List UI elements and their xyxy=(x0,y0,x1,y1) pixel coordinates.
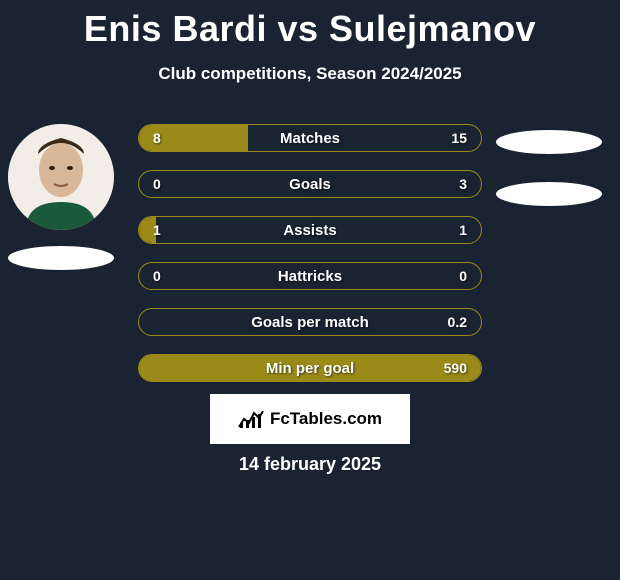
stat-value-right: 3 xyxy=(459,171,467,197)
stat-row: 0Goals3 xyxy=(138,170,482,198)
stat-value-right: 15 xyxy=(451,125,467,151)
stat-row: 8Matches15 xyxy=(138,124,482,152)
date-label: 14 february 2025 xyxy=(0,454,620,475)
stat-label: Matches xyxy=(139,125,481,151)
stats-container: 8Matches150Goals31Assists10Hattricks0Goa… xyxy=(138,124,482,400)
player-right-name-placeholder-1 xyxy=(496,130,602,154)
stat-row: 1Assists1 xyxy=(138,216,482,244)
subtitle: Club competitions, Season 2024/2025 xyxy=(0,64,620,84)
stat-label: Min per goal xyxy=(139,355,481,381)
stat-label: Goals per match xyxy=(139,309,481,335)
player-left-name-placeholder xyxy=(8,246,114,270)
stat-label: Hattricks xyxy=(139,263,481,289)
chart-icon xyxy=(238,409,264,429)
stat-value-right: 590 xyxy=(444,355,467,381)
brand-text: FcTables.com xyxy=(270,409,382,429)
stat-label: Goals xyxy=(139,171,481,197)
page-title: Enis Bardi vs Sulejmanov xyxy=(0,0,620,50)
avatar-left xyxy=(8,124,114,230)
player-right xyxy=(496,124,602,206)
stat-row: 0Hattricks0 xyxy=(138,262,482,290)
player-right-name-placeholder-2 xyxy=(496,182,602,206)
person-icon xyxy=(8,124,114,230)
player-left xyxy=(8,124,114,270)
brand-badge: FcTables.com xyxy=(210,394,410,444)
stat-row: Min per goal590 xyxy=(138,354,482,382)
stat-row: Goals per match0.2 xyxy=(138,308,482,336)
stat-value-right: 1 xyxy=(459,217,467,243)
stat-value-right: 0 xyxy=(459,263,467,289)
stat-label: Assists xyxy=(139,217,481,243)
stat-value-right: 0.2 xyxy=(448,309,467,335)
